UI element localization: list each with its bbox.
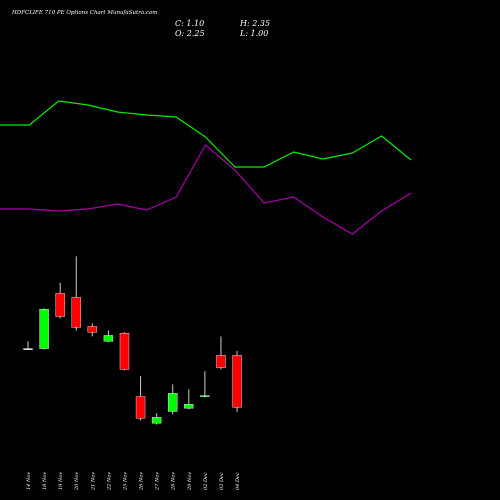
x-tick-label: 04 Dec <box>235 472 241 490</box>
candle-body <box>71 297 81 328</box>
indicator-line <box>0 100 412 168</box>
candle-body <box>103 335 114 342</box>
x-tick-label: 26 Nov <box>139 472 145 491</box>
candle-body <box>87 326 98 333</box>
ohlc-open: O: 2.25 <box>175 29 205 38</box>
candle-body <box>200 395 210 397</box>
ohlc-high: H: 2.35 <box>239 19 270 28</box>
candle-body <box>184 404 194 409</box>
candle-body <box>135 396 146 419</box>
x-tick-label: 20 Nov <box>74 472 80 491</box>
ohlc-low: L: 1.00 <box>239 29 268 38</box>
candle-body <box>23 348 33 350</box>
candle-body <box>151 417 162 424</box>
candle-body <box>232 355 242 408</box>
candle-body <box>119 333 130 370</box>
x-tick-label: 22 Nov <box>106 472 112 491</box>
x-tick-label: 02 Dec <box>203 472 209 490</box>
x-tick-label: 27 Nov <box>155 472 161 491</box>
indicator-line <box>0 144 412 235</box>
candle-body <box>39 309 49 349</box>
x-tick-label: 19 Nov <box>58 472 64 490</box>
x-tick-label: 29 Nov <box>187 472 193 491</box>
ohlc-close: C: 1.10 <box>175 19 204 28</box>
x-tick-label: 28 Nov <box>171 472 177 491</box>
x-tick-label: 18 Nov <box>42 472 48 490</box>
x-tick-label: 14 Nov <box>26 472 32 490</box>
x-tick-label: 21 Nov <box>90 472 96 491</box>
x-tick-label: 25 Nov <box>122 472 128 491</box>
chart-title: HDFCLIFE 710 PE Options Chart MunafaSutr… <box>11 10 157 16</box>
candle-body <box>216 355 226 368</box>
candle-body <box>168 393 178 412</box>
candle-body <box>55 293 65 317</box>
x-tick-label: 03 Dec <box>219 472 225 490</box>
